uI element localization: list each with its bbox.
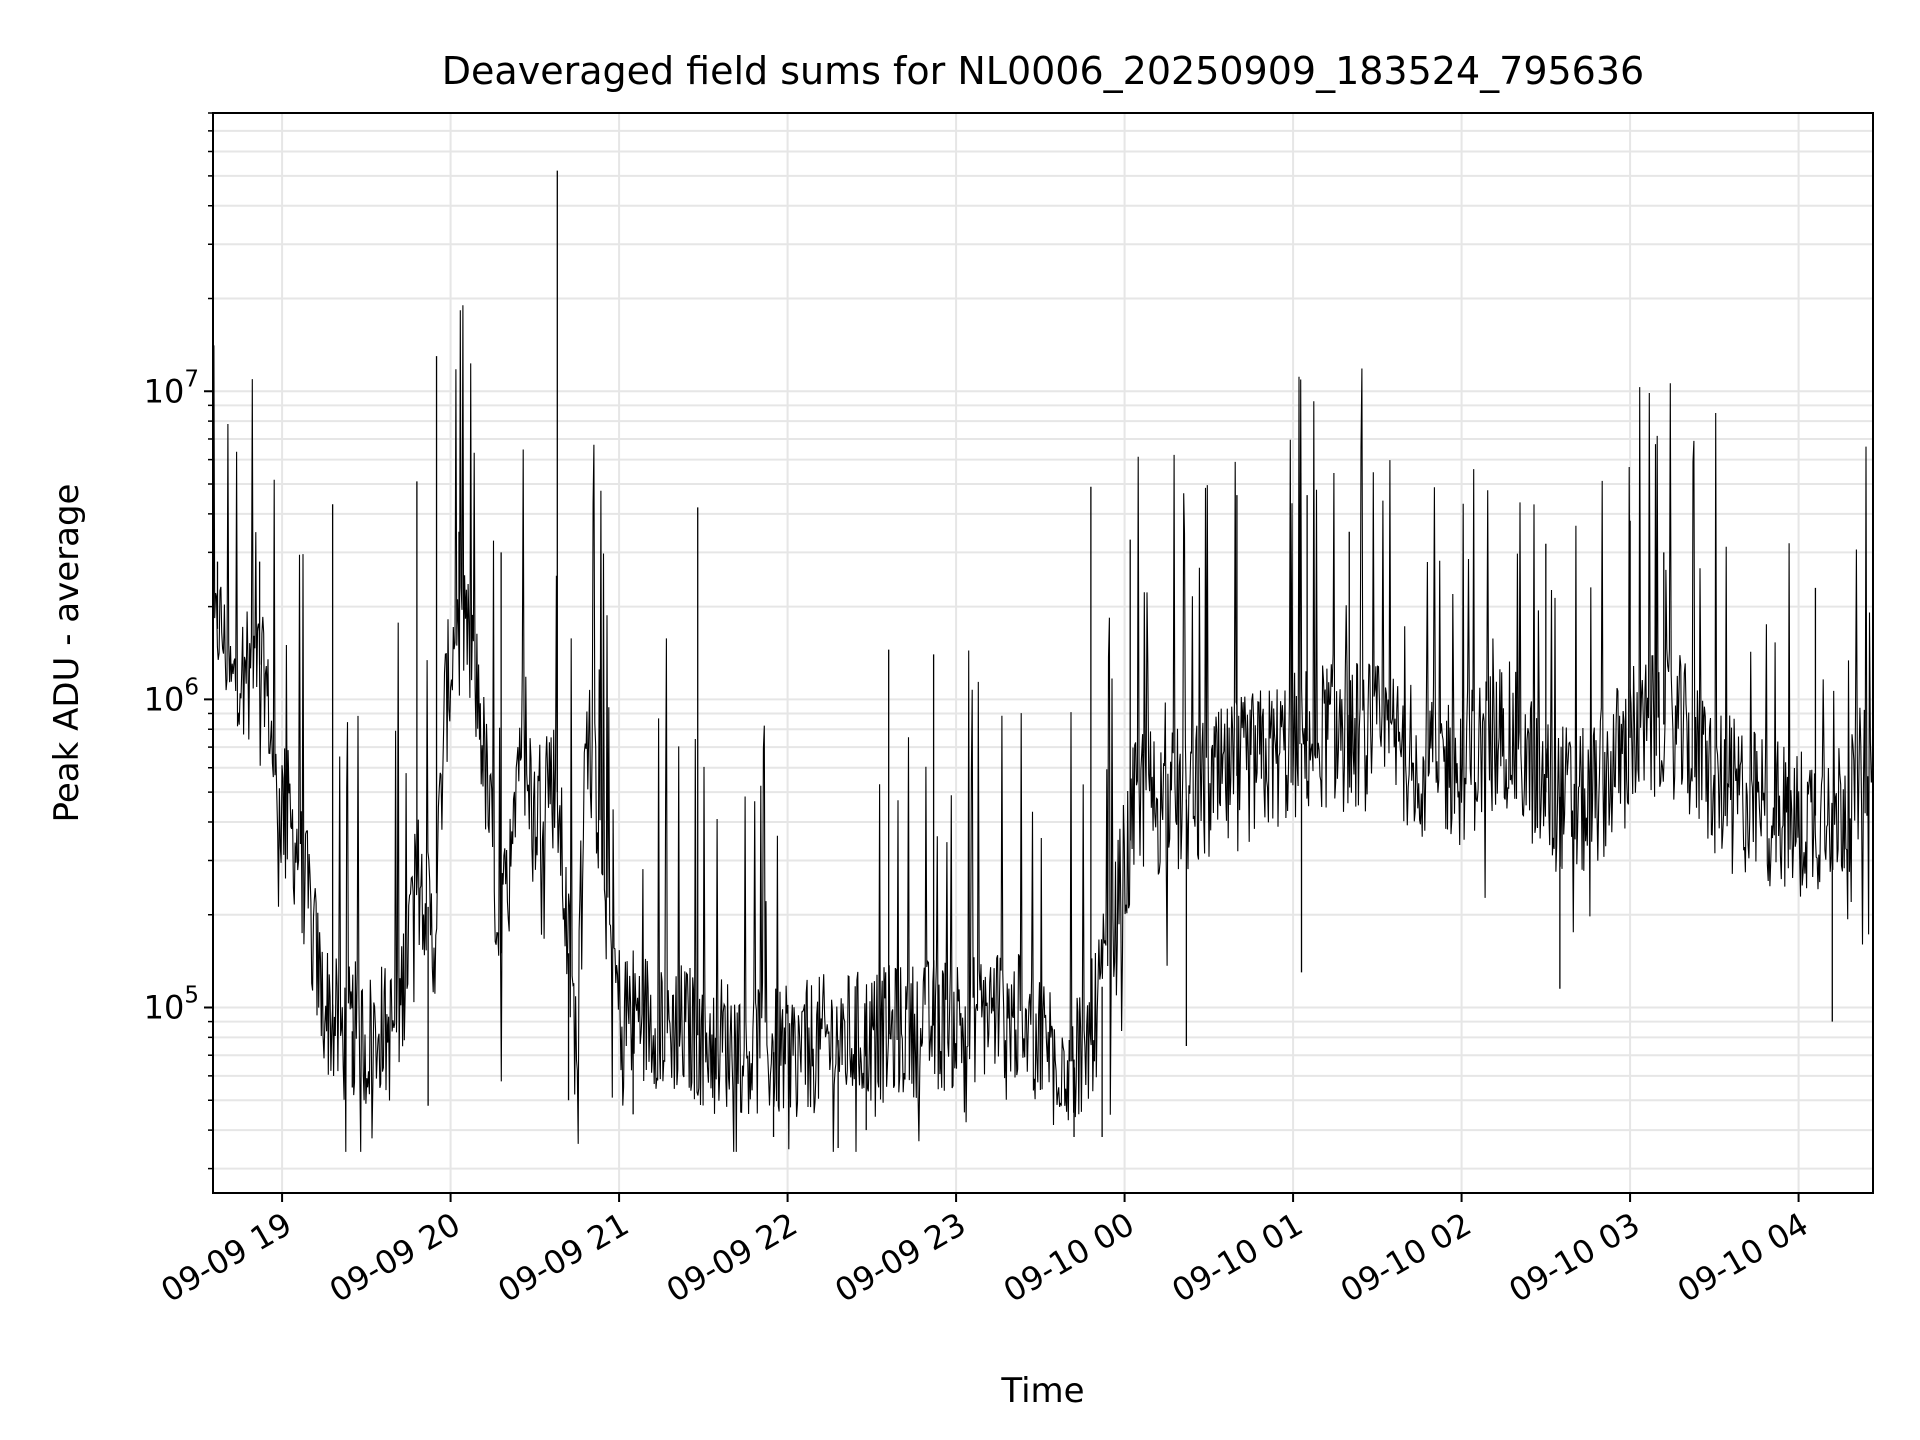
chart-title: Deaveraged field sums for NL0006_2025090… <box>442 49 1644 93</box>
series-line <box>212 305 1874 1152</box>
plot-frame <box>212 112 1874 1194</box>
x-axis-label: Time <box>1000 1371 1084 1411</box>
y-axis-label: Peak ADU - average <box>47 484 87 823</box>
y-tick-label: 105 <box>144 982 199 1026</box>
y-tick-label: 107 <box>144 366 199 410</box>
y-tick-label: 106 <box>144 674 199 718</box>
y-axis-ticks: 105 106 107 <box>144 112 213 1170</box>
series-group <box>212 170 1874 1152</box>
